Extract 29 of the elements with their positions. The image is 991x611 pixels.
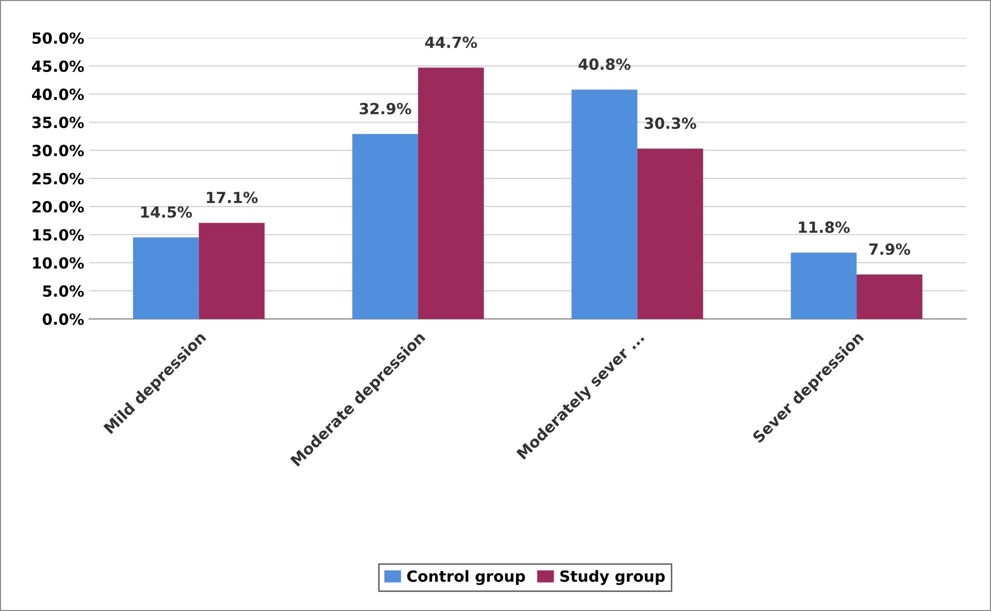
data-label: 32.9% [360,102,412,114]
y-tick-label: 20.0% [32,200,84,213]
legend-label: Study group [560,570,665,586]
bar [856,274,922,319]
y-tick-label: 50.0% [32,32,84,44]
y-tick-label: 35.0% [32,116,84,128]
bar [790,252,857,319]
data-label: 17.1% [206,192,258,204]
y-tick-label: 15.0% [33,229,84,241]
data-label: 14.5% [141,206,192,218]
bar [418,68,484,319]
bar [133,237,199,319]
y-tick-label: 30.0% [32,144,84,156]
bar [198,222,265,319]
y-tick-label: 0.0% [42,313,84,325]
y-tick-label: 25.0% [32,172,84,184]
data-label: 44.7% [425,36,477,48]
bar [572,90,638,319]
y-tick-label: 10.0% [33,257,84,269]
y-tick-label: 45.0% [32,60,84,72]
bar [637,148,704,319]
data-label: 30.3% [644,117,696,129]
y-tick-label: 40.0% [32,88,84,100]
bar [352,134,418,319]
data-label: 40.8% [578,58,630,70]
data-label: 7.9% [869,243,910,255]
data-label: 11.8% [798,221,850,233]
y-tick-label: 5.0% [43,285,84,297]
legend-label: Control group [407,570,525,586]
